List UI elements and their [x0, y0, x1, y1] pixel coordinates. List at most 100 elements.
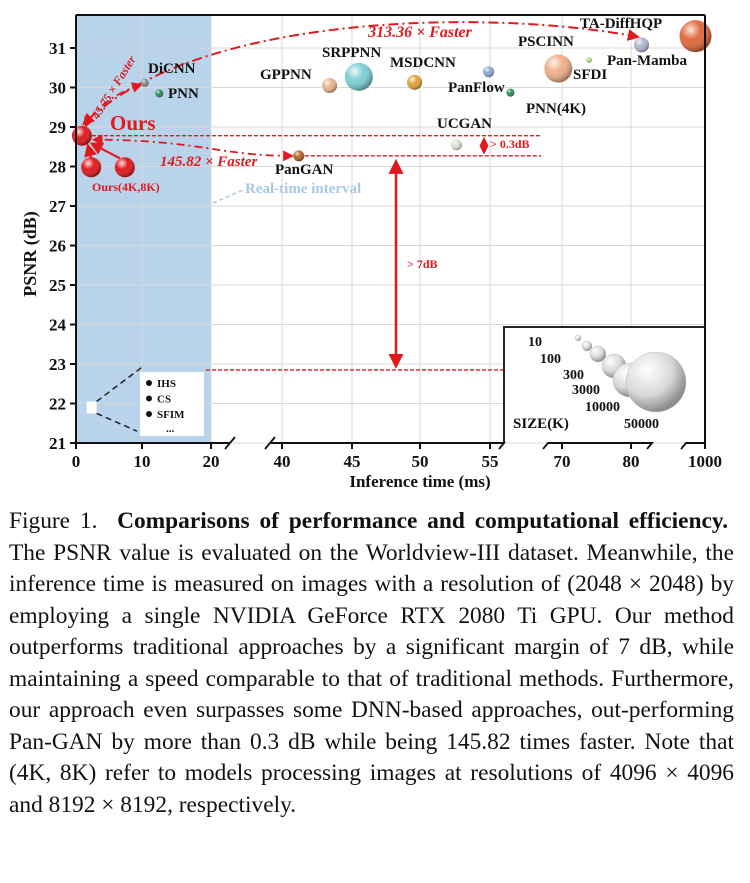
- x-tick-label: 55: [482, 452, 499, 471]
- point-label: MSDCNN: [390, 55, 456, 71]
- data-point: UCGAN: [437, 116, 492, 151]
- size-legend-value: 10000: [585, 400, 620, 415]
- speedup-145-arrow: [91, 134, 294, 162]
- point-shading: [322, 78, 338, 94]
- point-label: UCGAN: [437, 116, 492, 132]
- caption-body: The PSNR value is evaluated on the World…: [9, 539, 734, 818]
- inset-bullet: [146, 395, 152, 402]
- data-point: DiCNN: [140, 61, 196, 87]
- x-tick-label: 80: [623, 452, 640, 471]
- data-point: SFDI: [573, 56, 607, 83]
- data-point: SRPPNN: [322, 45, 381, 91]
- axis-break-mark: [264, 436, 276, 450]
- x-tick-label: 20: [203, 452, 220, 471]
- inset-item-label: CS: [157, 394, 171, 406]
- data-point: [71, 125, 92, 146]
- y-tick-label: 21: [49, 434, 66, 453]
- x-tick-label: 70: [554, 452, 571, 471]
- figure-caption: Figure 1. Comparisons of performance and…: [9, 506, 734, 821]
- y-tick-label: 30: [49, 79, 66, 98]
- size-legend-bubble: [589, 345, 607, 363]
- point-shading: [71, 125, 92, 146]
- data-point: [81, 157, 102, 178]
- size-legend-value: 10: [528, 335, 542, 350]
- y-tick-label: 26: [49, 237, 66, 256]
- axis-break-mark: [224, 436, 236, 450]
- y-tick-label: 22: [49, 395, 66, 414]
- speedup-145-label: 145.82 × Faster: [160, 154, 257, 170]
- data-point: PNN: [155, 86, 199, 102]
- gain-03db-label: > 0.3dB: [490, 137, 530, 151]
- size-legend-title: SIZE(K): [513, 416, 569, 432]
- point-shading: [114, 157, 135, 178]
- x-tick-label: 10: [134, 452, 151, 471]
- traditional-marker: [86, 401, 97, 414]
- speedup-45-arrow: [84, 82, 143, 128]
- inset-item-label: IHS: [157, 378, 176, 390]
- point-shading: [544, 54, 573, 83]
- point-label: SFDI: [573, 67, 607, 83]
- y-tick-label: 27: [49, 197, 67, 216]
- point-label: PNN(4K): [526, 101, 586, 117]
- ours-4k-8k-label: Ours(4K,8K): [92, 180, 160, 194]
- inset-bullet: [146, 411, 152, 417]
- y-tick-label: 28: [49, 158, 66, 177]
- arrow-8k-to-ours: [89, 142, 121, 160]
- data-point: MSDCNN: [390, 55, 456, 90]
- caption-figure-label: Figure 1.: [9, 508, 98, 534]
- data-point: PSCINN: [518, 34, 574, 83]
- gain-7db-label: > 7dB: [407, 257, 438, 271]
- speedup-313-label: 313.36 × Faster: [367, 24, 473, 41]
- point-label: GPPNN: [260, 67, 312, 83]
- y-tick-label: 31: [49, 39, 66, 58]
- point-label: PanGAN: [275, 162, 334, 178]
- size-legend-value: 50000: [624, 417, 659, 432]
- x-tick-label: 50: [412, 452, 429, 471]
- y-tick-label: 29: [49, 118, 66, 137]
- real-time-label: Real-time interval: [245, 181, 361, 197]
- data-point: GPPNN: [260, 67, 338, 94]
- point-shading: [450, 139, 462, 151]
- point-shading: [155, 89, 164, 98]
- point-label: DiCNN: [148, 61, 196, 77]
- inset-item-label: ...: [166, 423, 175, 435]
- point-label: TA-DiffHQP: [580, 16, 662, 32]
- x-tick-label: 0: [72, 452, 81, 471]
- point-shading: [483, 66, 495, 78]
- point-shading: [679, 20, 712, 53]
- size-legend-value: 100: [540, 352, 561, 367]
- data-point: [114, 157, 135, 178]
- y-tick-label: 23: [49, 355, 66, 374]
- point-shading: [634, 37, 649, 53]
- point-label: SRPPNN: [322, 45, 381, 61]
- ours-label: Ours: [110, 111, 156, 135]
- size-legend-value: 3000: [572, 383, 600, 398]
- point-shading: [407, 74, 423, 90]
- point-shading: [585, 56, 592, 63]
- y-tick-label: 25: [49, 276, 66, 295]
- size-legend-bubble: [625, 351, 687, 413]
- inset-item-label: SFIM: [157, 409, 185, 421]
- x-tick-label: 45: [344, 452, 361, 471]
- data-point: Pan-Mamba: [607, 37, 687, 69]
- point-label: PNN: [168, 86, 199, 102]
- inset-bullet: [146, 380, 152, 386]
- inset-pointer-bottom: [96, 412, 138, 432]
- x-tick-label: 1000: [688, 452, 722, 471]
- point-shading: [344, 62, 373, 91]
- point-label: Pan-Mamba: [607, 53, 687, 69]
- point-shading: [506, 88, 515, 97]
- data-point: TA-DiffHQP: [580, 16, 712, 53]
- y-tick-label: 24: [49, 316, 67, 335]
- size-legend-value: 300: [563, 368, 584, 383]
- point-label: PSCINN: [518, 34, 574, 50]
- size-legend-bubble: [574, 334, 582, 342]
- y-axis-label: PSNR (dB): [20, 211, 41, 297]
- size-legend-bubble: [581, 340, 593, 352]
- point-label: PanFlow: [448, 80, 505, 96]
- caption-title: Comparisons of performance and computati…: [117, 508, 729, 534]
- arrow-4k-to-ours: [84, 143, 97, 159]
- point-shading: [293, 150, 305, 162]
- real-time-pointer: [212, 189, 244, 204]
